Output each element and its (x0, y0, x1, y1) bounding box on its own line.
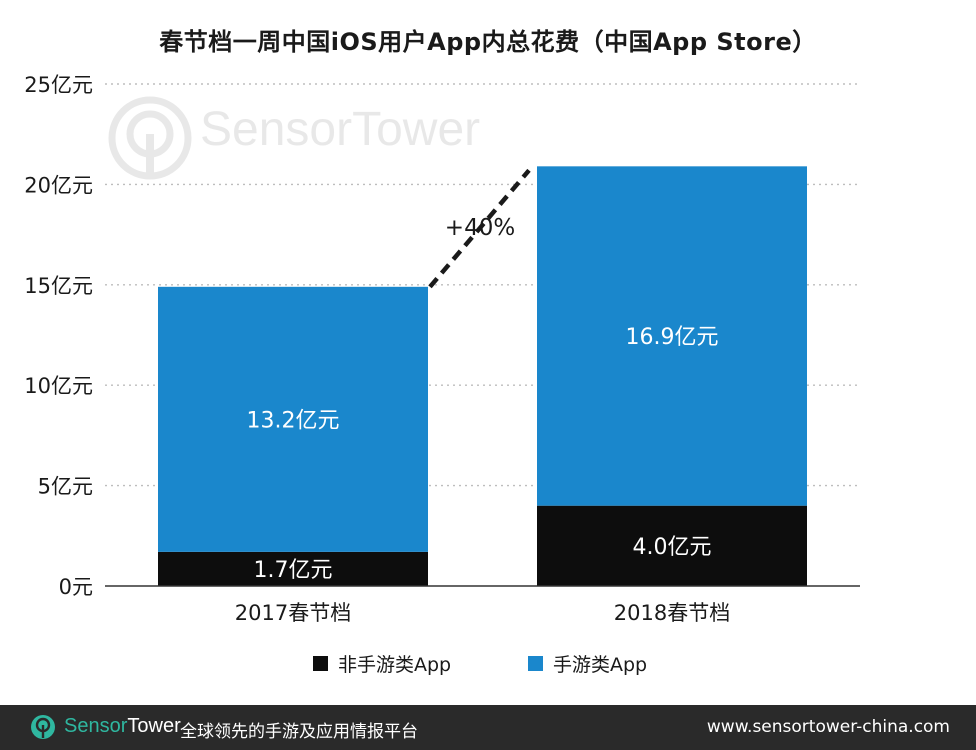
legend-swatch-non-game (313, 656, 328, 671)
growth-connector-line (428, 168, 531, 289)
y-tick-label-5: 5亿元 (38, 475, 93, 499)
y-tick-label-20: 20亿元 (24, 173, 93, 197)
data-label-game-1: 16.9亿元 (626, 325, 719, 350)
data-label-non-game-0: 1.7亿元 (254, 558, 333, 583)
legend-label-non-game: 非手游类App (338, 654, 452, 676)
chart-area: 0元 5亿元 10亿元 15亿元 20亿元 25亿元 1.7亿元 13.2亿元 2017春节档 4… (24, 73, 860, 625)
bar-non-game-0 (158, 551, 428, 586)
data-label-game-0: 13.2亿元 (247, 408, 340, 433)
footer-bar: SensorTower 全球领先的手游及应用情报平台 www.sensortow… (0, 705, 976, 750)
legend-label-game: 手游类App (553, 654, 648, 676)
x-tick-label-1: 2018春节档 (614, 601, 730, 625)
y-tick-label-15: 15亿元 (24, 274, 93, 298)
legend-item-non-game: 非手游类App (313, 650, 451, 677)
y-tick-label-25: 25亿元 (24, 73, 93, 97)
x-tick-label-0: 2017春节档 (235, 601, 351, 625)
bar-non-game-1 (537, 505, 807, 586)
data-label-non-game-1: 4.0亿元 (633, 535, 712, 560)
footer-tagline: 全球领先的手游及应用情报平台 (180, 722, 418, 742)
watermark-logo-icon (108, 96, 192, 180)
bar-game-1 (537, 166, 807, 506)
footer-brand-sensor: Sensor (64, 715, 128, 737)
footer-brand-tower: Tower (127, 715, 181, 737)
footer-brand: SensorTower (64, 715, 181, 738)
y-tick-label-10: 10亿元 (24, 374, 93, 398)
sensortower-logo-icon (31, 715, 55, 739)
chart-legend: 非手游类App 手游类App (0, 650, 976, 680)
footer-url[interactable]: www.sensortower-china.com (706, 717, 950, 737)
y-tick-label-0: 0元 (59, 575, 93, 599)
watermark-text: SensorTower (200, 103, 481, 156)
bar-game-0 (158, 286, 428, 552)
sensortower-watermark: SensorTower (108, 96, 480, 180)
legend-item-game: 手游类App (528, 650, 647, 677)
chart-title: 春节档一周中国iOS用户App内总花费（中国App Store） (159, 28, 817, 56)
growth-annotation: +40% (445, 215, 515, 241)
legend-swatch-game (528, 656, 543, 671)
